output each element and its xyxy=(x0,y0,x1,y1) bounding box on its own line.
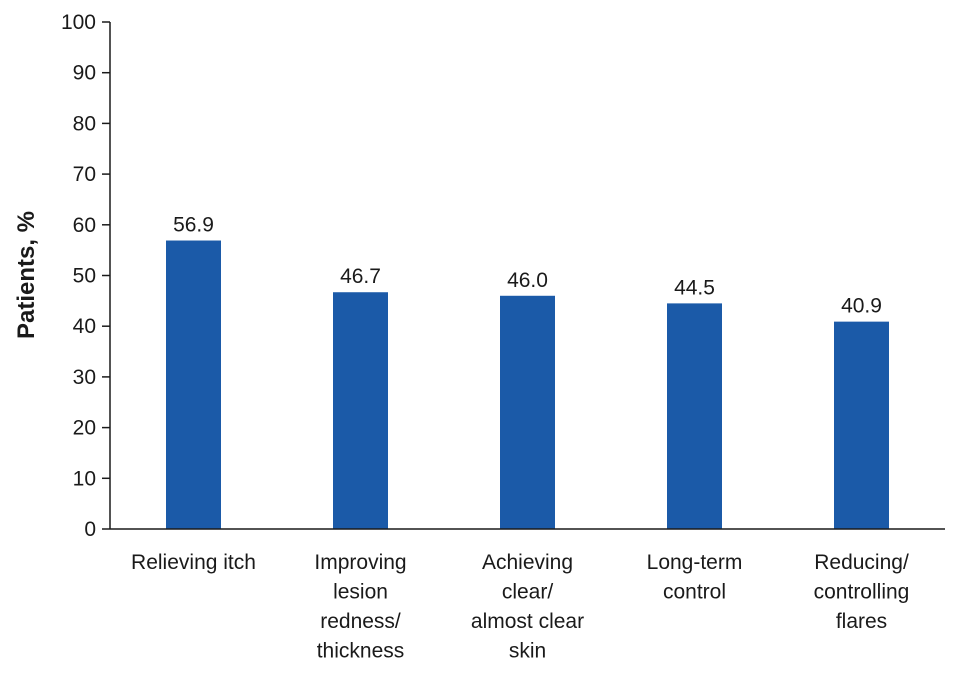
bar-value-label: 56.9 xyxy=(173,214,214,237)
y-tick-label: 0 xyxy=(84,518,96,541)
bar xyxy=(500,295,555,529)
bar xyxy=(834,321,889,529)
y-tick-label: 50 xyxy=(73,265,96,288)
bar-value-label: 44.5 xyxy=(674,276,715,299)
y-tick-label: 90 xyxy=(73,62,96,85)
y-tick-label: 100 xyxy=(61,11,96,34)
bar-value-label: 40.9 xyxy=(841,295,882,318)
x-category-label: Achieving clear/almost clear skin xyxy=(471,551,584,663)
x-category-label: Reducing/controlling flares xyxy=(814,551,910,633)
y-tick-label: 10 xyxy=(73,467,96,490)
bars: 56.9 46.7 46.0 44.5 40.9 xyxy=(166,214,889,529)
x-category-label: Improving lesion redness/thickness xyxy=(314,551,406,663)
x-category-label: Relieving itch xyxy=(131,551,256,574)
bar-value-label: 46.7 xyxy=(340,265,381,288)
y-tick-label: 20 xyxy=(73,417,96,440)
bar-value-label: 46.0 xyxy=(507,269,548,292)
bar xyxy=(166,240,221,529)
bar xyxy=(333,292,388,529)
y-axis-title: Patients, % xyxy=(13,211,40,339)
x-axis: Relieving itch Improving lesion redness/thi… xyxy=(110,528,945,663)
y-tick-label: 70 xyxy=(73,163,96,186)
y-axis: 0 10 20 30 40 50 60 70 80 90 100 xyxy=(61,11,111,541)
y-tick-label: 30 xyxy=(73,366,96,389)
y-tick-label: 40 xyxy=(73,315,96,338)
x-category-label: Long-term control xyxy=(647,551,743,604)
y-tick-label: 60 xyxy=(73,214,96,237)
y-tick-label: 80 xyxy=(73,112,96,135)
bar xyxy=(667,303,722,529)
